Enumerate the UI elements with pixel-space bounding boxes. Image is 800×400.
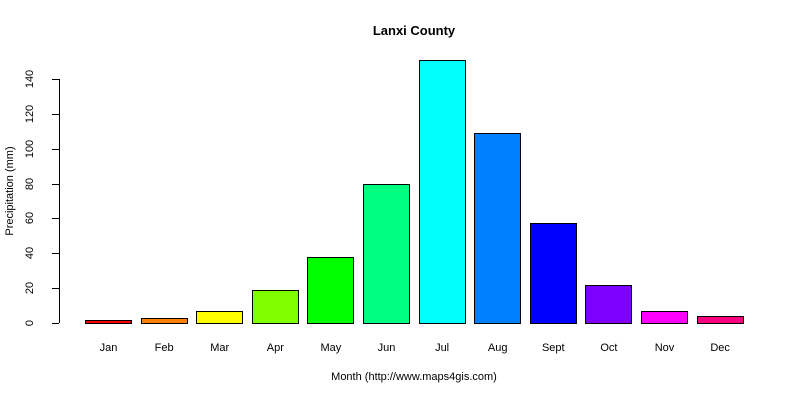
y-tick <box>52 79 59 80</box>
bar-nov <box>641 311 688 324</box>
bar-jun <box>363 183 410 324</box>
bar-mar <box>196 311 244 324</box>
x-tick-label: Jul <box>435 342 450 354</box>
y-tick-label: 0 <box>24 319 36 327</box>
chart-title: Lanxi County <box>372 23 456 38</box>
bar-jul <box>418 59 466 324</box>
y-tick-label: 40 <box>24 247 36 260</box>
y-tick <box>52 148 59 150</box>
x-tick-label: Feb <box>154 342 174 354</box>
y-tick-label: 60 <box>24 212 36 225</box>
bar-may <box>307 257 355 324</box>
y-tick <box>52 253 59 255</box>
bar-feb <box>140 318 188 324</box>
x-tick-label: Apr <box>266 342 284 354</box>
y-axis-line <box>59 79 60 323</box>
y-tick-label: 120 <box>24 104 36 124</box>
x-tick-label: Jan <box>99 342 118 354</box>
y-axis-label: Precipitation (mm) <box>4 146 16 236</box>
bar-oct <box>585 285 633 324</box>
x-tick-label: Nov <box>654 342 675 354</box>
bar-dec <box>696 316 744 324</box>
y-tick <box>52 113 59 115</box>
bar-jan <box>85 320 132 324</box>
x-tick-label: Aug <box>487 342 508 354</box>
y-tick-label: 20 <box>24 282 36 295</box>
x-tick-label: Mar <box>210 342 230 354</box>
x-tick-label: May <box>320 342 342 354</box>
x-tick-label: Jun <box>377 342 396 354</box>
y-tick-label: 80 <box>24 177 36 190</box>
y-tick-label: 140 <box>24 69 36 89</box>
x-tick-label: Sept <box>541 342 565 354</box>
y-tick <box>52 218 59 220</box>
bar-sept <box>529 223 577 324</box>
x-tick-label: Oct <box>600 342 618 354</box>
y-tick-label: 100 <box>24 139 36 158</box>
bar-aug <box>474 133 522 324</box>
y-tick <box>52 288 59 290</box>
bar-apr <box>251 290 299 324</box>
x-tick-label: Dec <box>710 342 730 354</box>
y-tick <box>52 323 59 324</box>
y-tick <box>52 183 59 185</box>
x-axis-label: Month (http://www.maps4gis.com) <box>331 371 497 383</box>
